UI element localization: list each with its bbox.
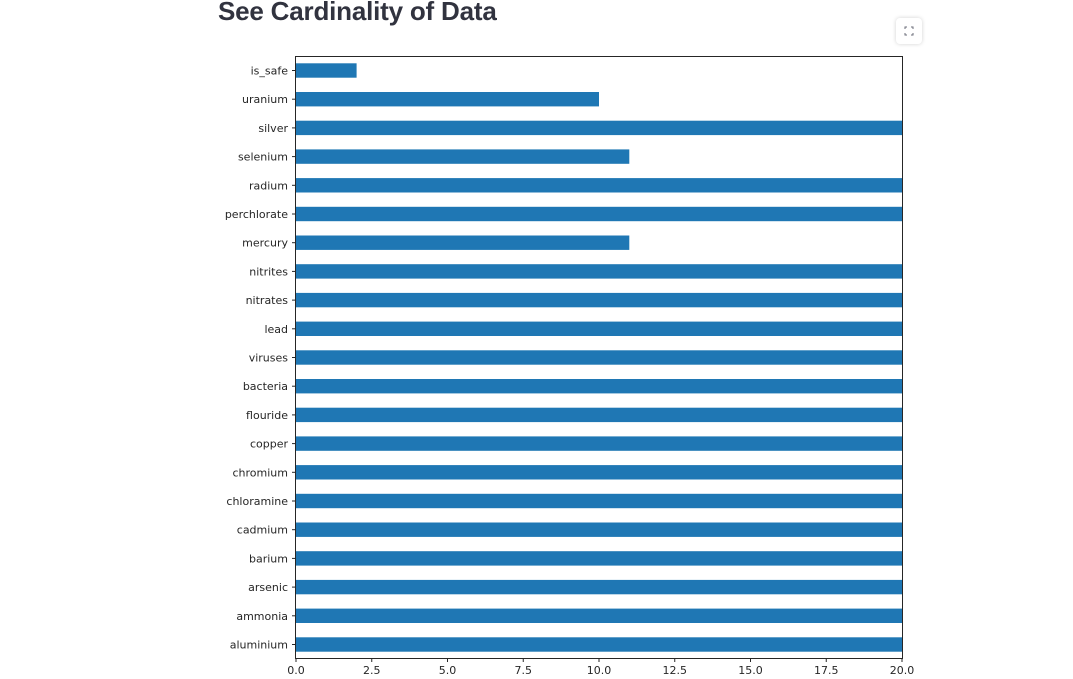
y-tick-label: viruses <box>249 352 289 365</box>
bar-silver <box>296 120 902 136</box>
bar-mercury <box>296 235 630 250</box>
fullscreen-expand-icon <box>904 26 914 36</box>
bar-chromium <box>296 465 902 480</box>
bar-is-safe <box>296 63 357 78</box>
x-tick-label: 20.0 <box>890 664 915 677</box>
x-tick-label: 15.0 <box>738 664 763 677</box>
y-tick-label: uranium <box>242 93 288 106</box>
bar-cadmium <box>296 522 902 537</box>
y-tick-label: is_safe <box>251 65 289 78</box>
page-title: See Cardinality of Data <box>218 0 497 26</box>
y-tick-label: nitrates <box>246 294 289 307</box>
y-tick-label: chromium <box>233 466 289 479</box>
x-axis: 0.0 2.5 5.0 7.5 10.0 12.5 15.0 17.5 20.0 <box>287 658 914 677</box>
plot-frame <box>295 56 903 659</box>
x-tick-label: 2.5 <box>363 664 381 677</box>
x-tick-label: 17.5 <box>814 664 839 677</box>
bar-copper <box>296 436 902 451</box>
bar-selenium <box>296 149 630 164</box>
bar-viruses <box>296 350 902 365</box>
bar-chloramine <box>296 493 902 509</box>
y-tick-label: flouride <box>246 409 288 422</box>
bars-layer <box>296 63 902 652</box>
y-tick-label: silver <box>258 122 288 135</box>
bar-nitrites <box>296 264 902 279</box>
y-tick-label: cadmium <box>237 524 288 537</box>
y-tick-label: mercury <box>242 237 288 250</box>
bar-barium <box>296 551 902 566</box>
x-tick-label: 0.0 <box>287 664 305 677</box>
bar-ammonia <box>296 608 902 623</box>
bar-aluminium <box>296 637 902 652</box>
bar-perchlorate <box>296 206 902 222</box>
bar-uranium <box>296 92 599 107</box>
bar-lead <box>296 321 902 336</box>
y-tick-label: arsenic <box>248 581 288 594</box>
bar-arsenic <box>296 579 902 595</box>
y-tick-label: barium <box>249 552 288 565</box>
x-tick-label: 7.5 <box>515 664 533 677</box>
bar-flouride <box>296 407 902 423</box>
y-tick-label: radium <box>249 179 288 192</box>
y-tick-label: lead <box>264 323 288 336</box>
y-tick-label: nitrites <box>249 265 288 278</box>
y-tick-label: selenium <box>238 151 288 164</box>
y-tick-label: bacteria <box>243 380 288 393</box>
x-tick-label: 12.5 <box>663 664 688 677</box>
y-tick-label: copper <box>250 438 289 451</box>
bar-radium <box>296 178 902 193</box>
y-tick-label: ammonia <box>236 610 288 623</box>
y-tick-label: aluminium <box>230 639 288 652</box>
x-tick-label: 10.0 <box>587 664 612 677</box>
x-tick-label: 5.0 <box>439 664 457 677</box>
fullscreen-button[interactable] <box>896 18 922 44</box>
y-tick-label: perchlorate <box>225 208 288 221</box>
y-axis: aluminium ammonia arsenic barium cadmium chlo… <box>225 65 296 652</box>
bar-bacteria <box>296 379 902 394</box>
bar-nitrates <box>296 292 902 308</box>
y-tick-label: chloramine <box>226 495 288 508</box>
